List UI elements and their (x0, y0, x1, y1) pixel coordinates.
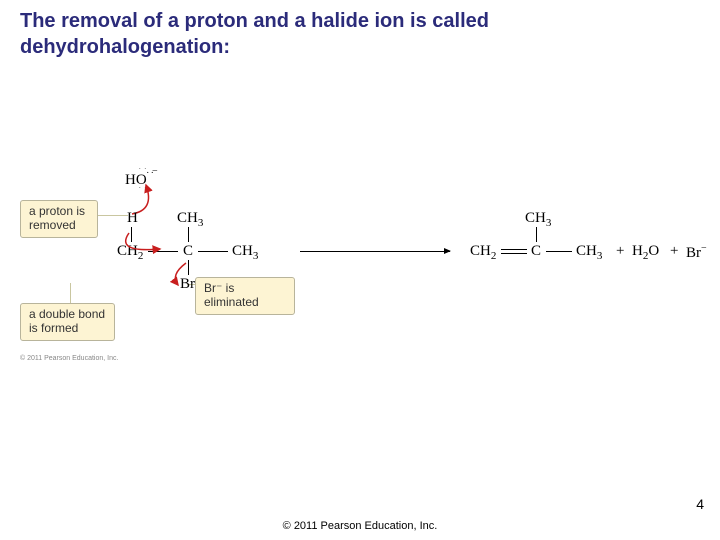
plus-sign: + (616, 243, 624, 260)
reaction-arrow-icon (300, 251, 450, 252)
bond (501, 249, 527, 250)
sup: − (701, 243, 707, 254)
footer-copyright: © 2011 Pearson Education, Inc. (0, 520, 720, 532)
txt: CH (470, 243, 491, 259)
sub: 3 (253, 250, 259, 262)
sub: 3 (597, 250, 603, 262)
callout-proton: a proton is removed (20, 200, 98, 238)
product-water: H2O (632, 243, 659, 262)
reaction-diagram: a proton is removed a double bond is for… (20, 170, 700, 380)
bond (501, 253, 527, 254)
callout-br-eliminated: Br⁻ is eliminated (195, 277, 295, 315)
txt: Br (686, 245, 701, 261)
txt: CH (576, 243, 597, 259)
group-CH3: CH3 (576, 243, 602, 262)
bond (536, 227, 537, 242)
bond (198, 251, 228, 252)
sub: 2 (491, 250, 497, 262)
group-CH2: CH2 (470, 243, 496, 262)
txt: O (648, 243, 659, 259)
callout-double-bond: a double bond is formed (20, 303, 115, 341)
group-CH3: CH3 (232, 243, 258, 262)
sub: 3 (198, 217, 204, 229)
slide-title: The removal of a proton and a halide ion… (20, 8, 700, 60)
product-br: Br− (686, 243, 707, 262)
mechanism-arrow-icon (170, 255, 210, 295)
sub: 3 (546, 217, 552, 229)
txt: CH (232, 243, 253, 259)
txt: CH (177, 210, 198, 226)
page-number: 4 (696, 496, 704, 512)
txt: H (632, 243, 643, 259)
txt: CH (525, 210, 546, 226)
diagram-copyright: © 2011 Pearson Education, Inc. (20, 355, 118, 362)
plus-sign: + (670, 243, 678, 260)
group-CH3: CH3 (525, 210, 551, 229)
atom-C: C (531, 243, 541, 260)
callout-line (70, 283, 71, 303)
bond (546, 251, 572, 252)
